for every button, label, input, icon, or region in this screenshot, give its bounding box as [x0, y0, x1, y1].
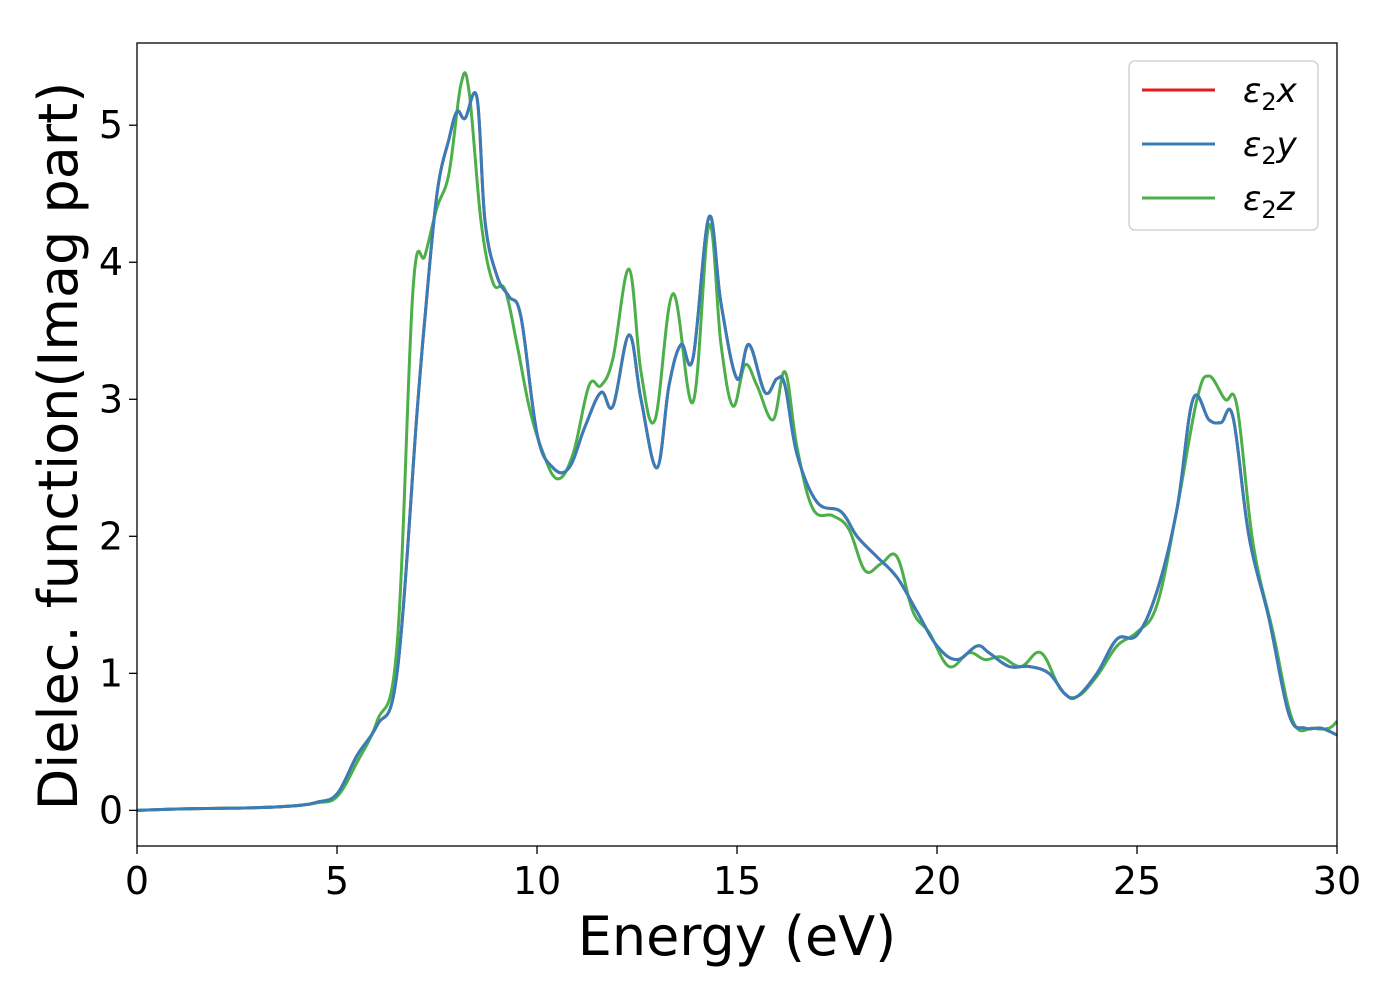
- y-tick-label: 4: [99, 240, 123, 284]
- legend-label: ε2z: [1243, 179, 1296, 224]
- x-axis-title: Energy (eV): [578, 905, 897, 968]
- x-tick-label: 30: [1313, 859, 1361, 903]
- series-line-y: [137, 91, 1337, 812]
- x-tick-label: 0: [125, 859, 149, 903]
- legend: ε2x ε2y ε2z: [1128, 60, 1319, 231]
- legend-label: ε2x: [1243, 71, 1298, 116]
- y-axis-title: Dielec. function(Imag part): [27, 82, 90, 811]
- x-tick-label: 5: [325, 859, 349, 903]
- plot-area: [137, 71, 1337, 812]
- legend-label: ε2y: [1243, 125, 1298, 170]
- legend-box: [1128, 60, 1319, 231]
- x-tick-label: 25: [1113, 859, 1161, 903]
- x-tick-label: 20: [913, 859, 961, 903]
- y-tick-label: 0: [99, 788, 123, 832]
- y-tick-label: 2: [99, 514, 123, 558]
- y-tick-label: 1: [99, 651, 123, 695]
- y-tick-label: 3: [99, 377, 123, 421]
- series-line-z: [137, 71, 1337, 812]
- x-tick-label: 15: [713, 859, 761, 903]
- x-tick-label: 10: [513, 859, 561, 903]
- axes: 0 5 10 15 20 25 30 0 1 2 3 4 5: [99, 42, 1361, 903]
- y-tick-label: 5: [99, 103, 123, 147]
